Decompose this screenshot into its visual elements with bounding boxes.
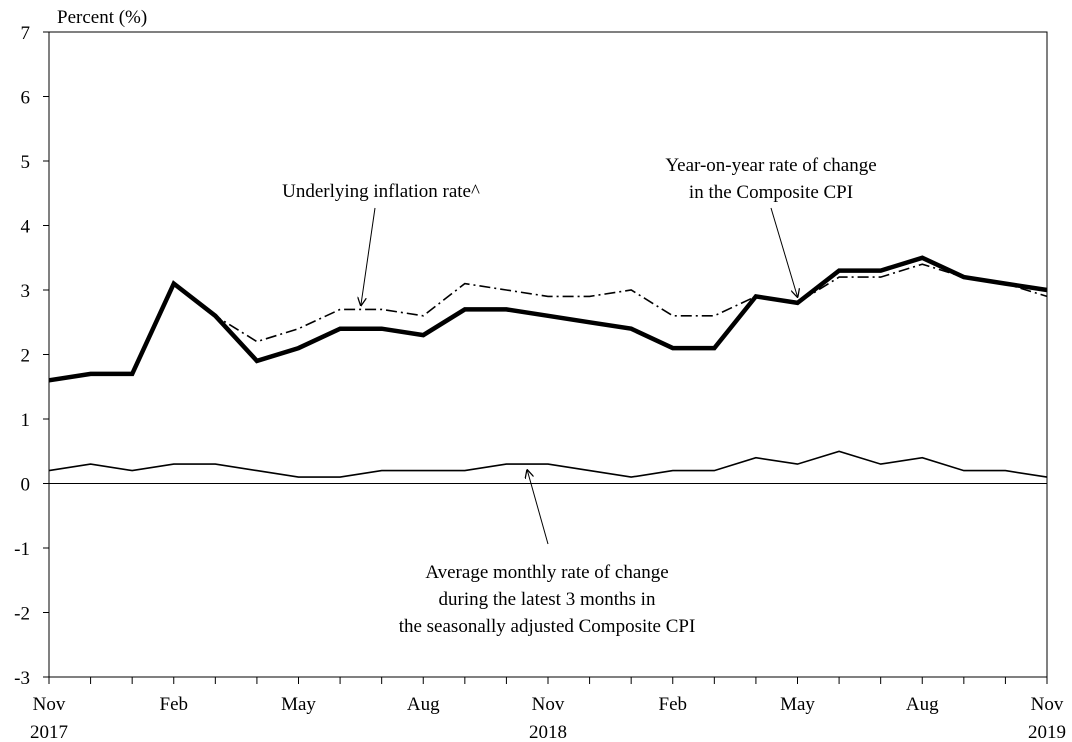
annotation-text-composite: in the Composite CPI bbox=[689, 182, 853, 203]
series-line-composite bbox=[48, 255, 1048, 383]
y-tick-label: -3 bbox=[14, 668, 30, 689]
series-lines bbox=[48, 255, 1048, 478]
x-tick-label: May bbox=[780, 694, 815, 715]
y-tick-label: 5 bbox=[21, 152, 31, 173]
x-tick-label: Nov bbox=[33, 694, 66, 715]
x-tick-year: 2018 bbox=[529, 722, 567, 742]
y-tick-label: -1 bbox=[14, 539, 30, 560]
x-tick-label: Feb bbox=[659, 694, 688, 715]
y-tick-label: 4 bbox=[21, 217, 31, 238]
annotation-text-monthly_avg: the seasonally adjusted Composite CPI bbox=[399, 616, 696, 637]
annotation-arrow-monthly_avg bbox=[527, 470, 549, 545]
y-tick-label: 7 bbox=[21, 23, 31, 44]
x-tick-label: Feb bbox=[160, 694, 189, 715]
annotations: Underlying inflation rate^ Year-on-year r… bbox=[282, 155, 877, 637]
annotation-text-underlying: Underlying inflation rate^ bbox=[282, 181, 480, 202]
series-line-underlying bbox=[48, 263, 1048, 382]
y-tick-label: 1 bbox=[21, 410, 31, 431]
series-line-monthly_avg bbox=[48, 450, 1048, 478]
x-tick-label: Nov bbox=[532, 694, 565, 715]
x-tick-label: Aug bbox=[906, 694, 939, 715]
y-axis-label: Percent (%) bbox=[57, 7, 147, 28]
annotation-arrow-underlying bbox=[361, 207, 376, 305]
y-tick-label: 6 bbox=[21, 88, 31, 109]
x-tick-year: 2017 bbox=[30, 722, 68, 742]
annotation-text-monthly_avg: during the latest 3 months in bbox=[439, 589, 656, 610]
x-tick-label: Nov bbox=[1031, 694, 1064, 715]
y-tick-label: 3 bbox=[21, 281, 31, 302]
annotation-text-composite: Year-on-year rate of change bbox=[665, 155, 876, 176]
x-axis: Nov 2017 Feb May Aug Nov 2018 Feb May Aug Nov 2019 bbox=[30, 677, 1066, 742]
x-tick-label: May bbox=[281, 694, 316, 715]
annotation-arrow-composite bbox=[770, 207, 798, 297]
x-tick-label: Aug bbox=[407, 694, 440, 715]
x-tick-year: 2019 bbox=[1028, 722, 1066, 742]
y-tick-label: 0 bbox=[21, 475, 31, 496]
y-tick-label: 2 bbox=[21, 346, 31, 367]
y-tick-label: -2 bbox=[14, 604, 30, 625]
annotation-text-monthly_avg: Average monthly rate of change bbox=[425, 562, 668, 583]
